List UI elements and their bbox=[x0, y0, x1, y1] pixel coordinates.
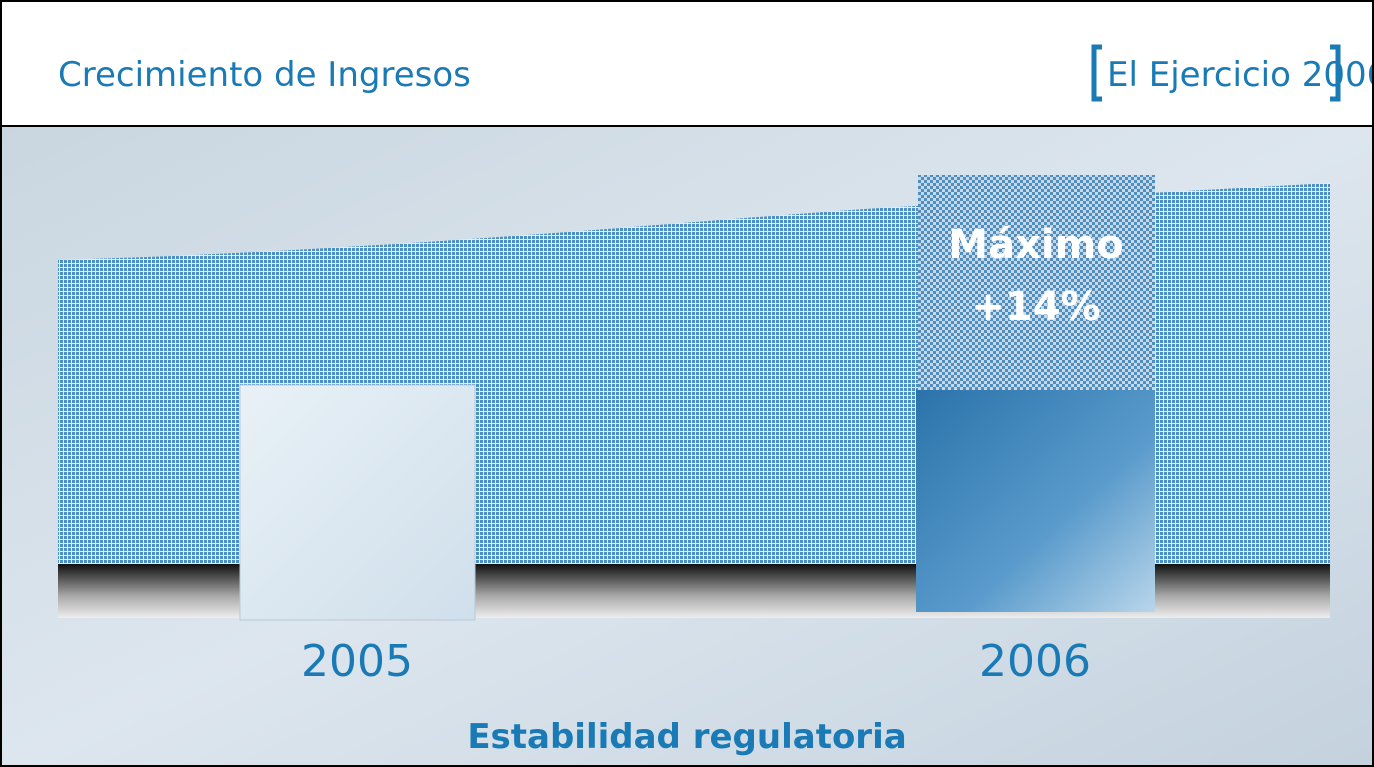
title: Crecimiento de Ingresos bbox=[58, 55, 471, 95]
callout-text: +14% bbox=[971, 284, 1100, 330]
callout-box bbox=[918, 175, 1155, 390]
bar-2006 bbox=[916, 390, 1155, 612]
section: El Ejercicio 2006 bbox=[1107, 55, 1374, 95]
callout-text: Máximo bbox=[948, 222, 1123, 268]
bracket bbox=[1330, 44, 1341, 102]
bar-label: 2006 bbox=[979, 636, 1091, 687]
footer: Estabilidad regulatoria bbox=[467, 717, 906, 757]
bar-2005 bbox=[239, 384, 476, 621]
bracket bbox=[1091, 44, 1102, 102]
bar-label: 2005 bbox=[301, 636, 413, 687]
